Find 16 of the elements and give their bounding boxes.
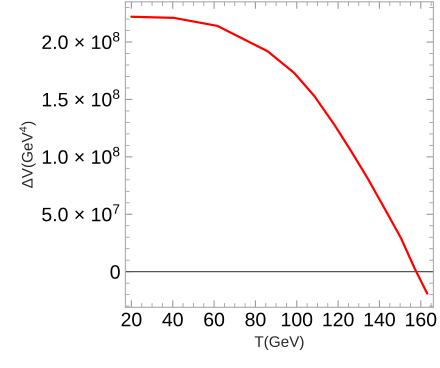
y-tick-label: 1.0 × 10$^{8}$ <box>42 146 120 164</box>
y-axis-title: ΔV(GeV$^{4}$) <box>19 122 36 188</box>
y-tick-label: 1.5 × 10$^{8}$ <box>42 89 120 107</box>
x-tick-label: 80 <box>245 312 266 326</box>
y-tick-label: 0 <box>110 265 120 279</box>
x-tick-label: 140 <box>364 312 395 326</box>
x-axis-title: T(GeV) <box>254 336 304 350</box>
x-tick-label: 100 <box>282 312 312 326</box>
x-tick-label: 120 <box>323 312 354 326</box>
x-tick-label: 60 <box>204 312 224 326</box>
x-tick-label: 40 <box>162 312 183 326</box>
y-tick-label: 2.0 × 10$^{8}$ <box>42 32 120 50</box>
x-tick-label: 160 <box>406 312 436 326</box>
x-tick-label: 20 <box>122 312 142 326</box>
y-tick-label: 5.0 × 10$^{7}$ <box>42 204 120 222</box>
line-series <box>130 16 428 295</box>
